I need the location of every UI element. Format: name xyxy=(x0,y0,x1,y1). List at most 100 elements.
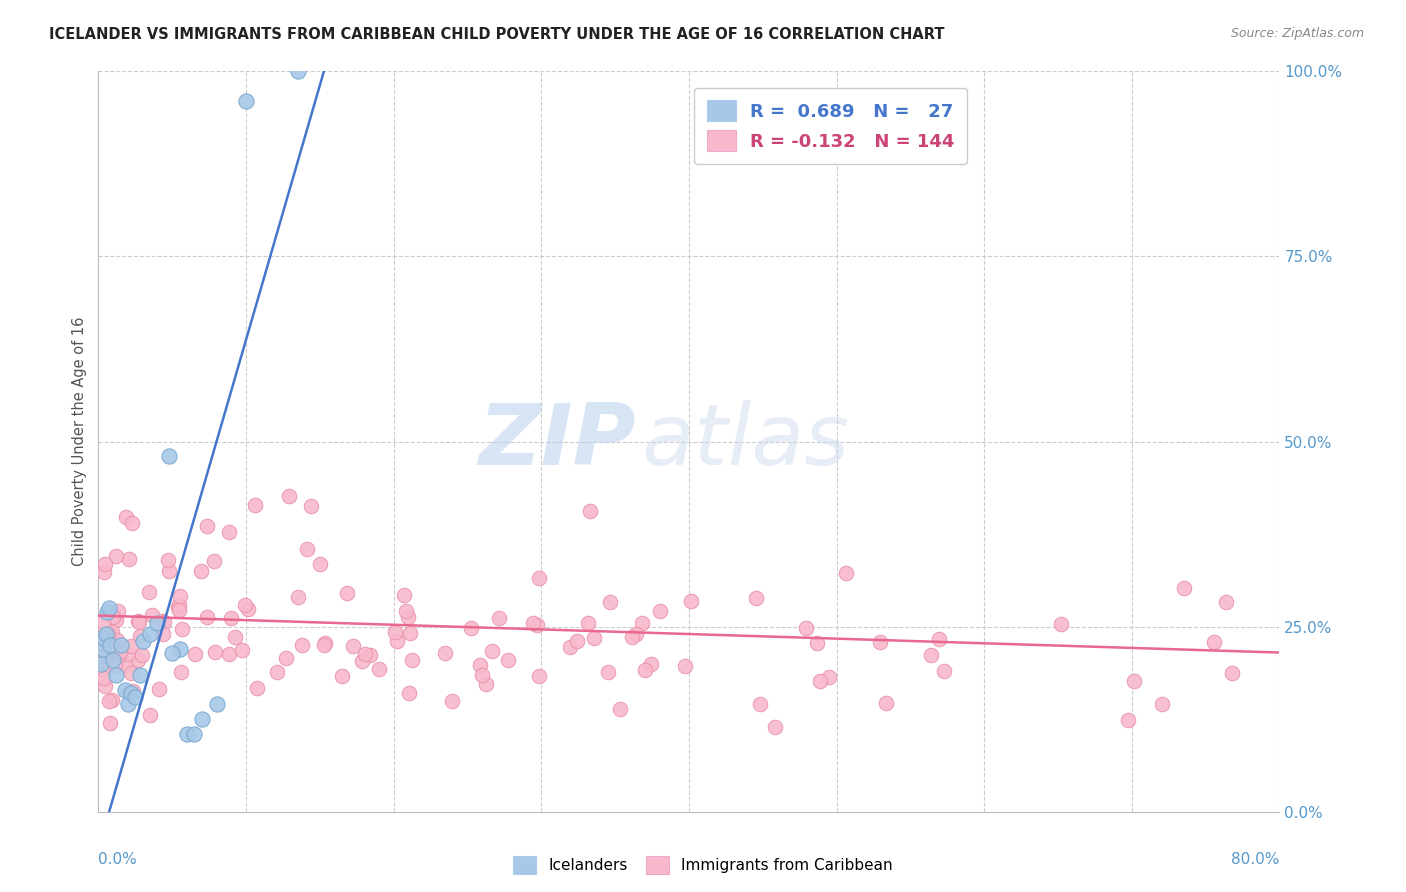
Point xyxy=(1220,665,1243,680)
Point xyxy=(599,594,621,608)
Point xyxy=(150,614,173,628)
Point xyxy=(673,658,696,673)
Point xyxy=(354,647,377,661)
Point xyxy=(385,634,408,648)
Point xyxy=(336,585,359,599)
Point xyxy=(93,631,115,645)
Point xyxy=(621,630,644,644)
Point xyxy=(148,681,170,696)
Point xyxy=(748,698,770,712)
Point xyxy=(167,600,190,615)
Point xyxy=(101,693,124,707)
Point xyxy=(103,609,125,624)
Point xyxy=(98,716,121,731)
Point xyxy=(103,653,125,667)
Point xyxy=(806,636,828,650)
Point xyxy=(218,648,240,662)
Point xyxy=(527,571,550,585)
Point xyxy=(818,670,841,684)
Point xyxy=(93,565,115,579)
Point xyxy=(526,618,548,632)
Point xyxy=(1123,674,1146,689)
Point xyxy=(190,564,212,578)
Point xyxy=(236,602,259,616)
Text: Source: ZipAtlas.com: Source: ZipAtlas.com xyxy=(1230,27,1364,40)
Text: 80.0%: 80.0% xyxy=(1232,853,1279,867)
Point xyxy=(934,664,956,678)
Point xyxy=(314,638,336,652)
Point xyxy=(100,624,122,639)
Point xyxy=(794,621,817,635)
Point xyxy=(399,626,422,640)
Point xyxy=(120,640,142,654)
Point xyxy=(576,616,599,631)
Point xyxy=(169,589,191,603)
Point xyxy=(527,669,550,683)
Point xyxy=(218,525,240,540)
Point xyxy=(94,679,117,693)
Point xyxy=(681,593,703,607)
Point xyxy=(128,615,150,629)
Point xyxy=(122,683,145,698)
Point xyxy=(1116,713,1139,727)
Point xyxy=(205,698,228,712)
Point xyxy=(624,626,647,640)
Point xyxy=(117,647,139,661)
Point xyxy=(640,657,662,672)
Point xyxy=(266,665,288,679)
Point xyxy=(197,518,219,533)
Point xyxy=(235,94,257,108)
Point xyxy=(104,658,127,673)
Point xyxy=(204,645,226,659)
Point xyxy=(98,694,121,708)
Text: ZIP: ZIP xyxy=(478,400,636,483)
Point xyxy=(471,668,494,682)
Point xyxy=(107,644,129,658)
Point xyxy=(246,681,269,695)
Point xyxy=(231,643,253,657)
Point xyxy=(103,648,125,662)
Point xyxy=(287,64,309,78)
Point xyxy=(224,630,246,644)
Point xyxy=(359,648,381,662)
Point xyxy=(105,632,128,647)
Point xyxy=(89,636,111,650)
Point xyxy=(384,625,406,640)
Point xyxy=(96,627,118,641)
Point xyxy=(309,557,332,571)
Point xyxy=(141,608,163,623)
Point xyxy=(117,698,139,712)
Point xyxy=(139,627,162,641)
Point xyxy=(202,554,225,568)
Point xyxy=(132,634,155,648)
Point xyxy=(107,604,129,618)
Point xyxy=(488,611,510,625)
Point xyxy=(89,632,111,646)
Point xyxy=(124,690,146,704)
Point xyxy=(121,516,143,531)
Point xyxy=(152,627,174,641)
Text: 0.0%: 0.0% xyxy=(98,853,138,867)
Point xyxy=(401,653,423,667)
Point xyxy=(94,557,117,571)
Point xyxy=(1050,616,1073,631)
Point xyxy=(156,553,179,567)
Point xyxy=(396,610,419,624)
Point xyxy=(90,654,112,668)
Point xyxy=(105,549,128,563)
Point xyxy=(138,584,160,599)
Point xyxy=(350,654,373,668)
Point xyxy=(115,510,138,524)
Legend: Icelanders, Immigrants from Caribbean: Icelanders, Immigrants from Caribbean xyxy=(508,850,898,880)
Point xyxy=(287,590,309,604)
Point xyxy=(120,666,142,681)
Point xyxy=(1173,581,1195,595)
Legend: R =  0.689   N =   27, R = -0.132   N = 144: R = 0.689 N = 27, R = -0.132 N = 144 xyxy=(695,87,967,164)
Point xyxy=(108,645,131,659)
Point xyxy=(96,605,118,619)
Point xyxy=(91,663,114,677)
Point xyxy=(176,727,198,741)
Point xyxy=(131,648,153,663)
Point xyxy=(96,638,118,652)
Point xyxy=(277,489,299,503)
